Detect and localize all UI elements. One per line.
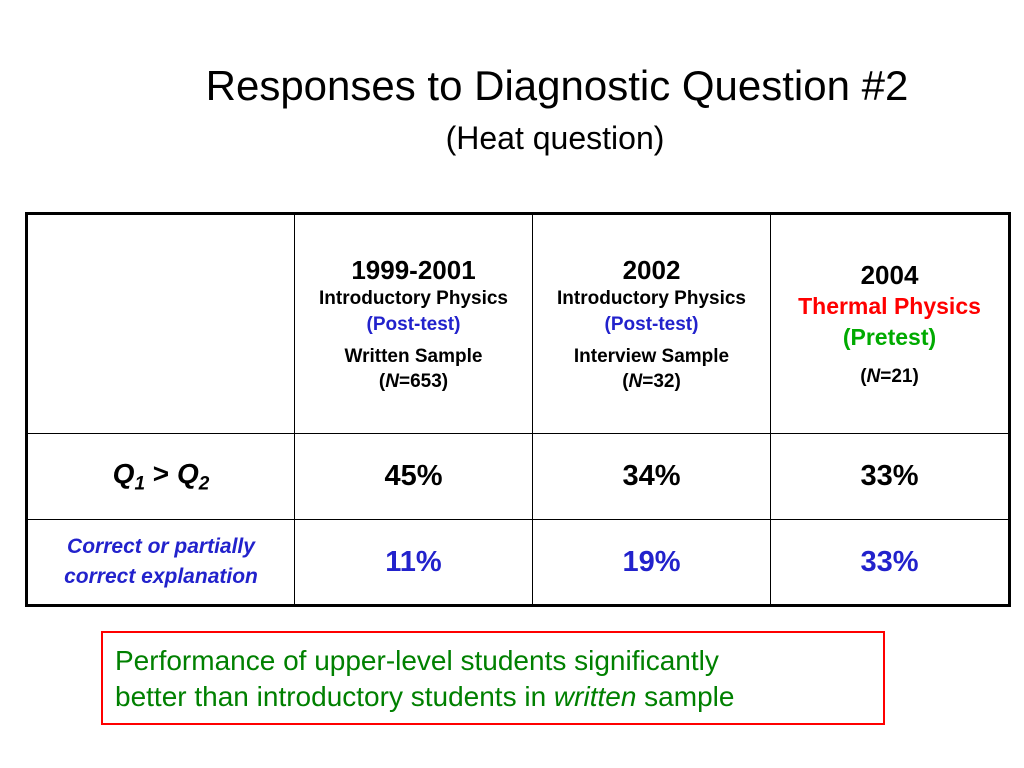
header-phase: (Post-test) [366,314,461,335]
header-year: 2004 [860,260,919,290]
table-cell-value: 45% [294,433,533,520]
results-table: 1999-2001 Introductory Physics (Post-tes… [25,212,1011,607]
header-col-1999-2001: 1999-2001 Introductory Physics (Post-tes… [294,213,533,434]
header-n: (N=21) [860,366,919,387]
header-col-2002: 2002 Introductory Physics (Post-test) In… [532,213,771,434]
row-label-correct-explanation: Correct or partially correct explanation [26,519,295,606]
table-cell-value: 11% [294,519,533,606]
note-line-2: better than introductory students in wri… [115,681,735,712]
header-sample: Written Sample [344,346,483,367]
table-header-row: 1999-2001 Introductory Physics (Post-tes… [26,213,1010,434]
table-row-correct-explanation: Correct or partially correct explanation… [26,519,1010,606]
header-phase: (Pretest) [842,324,937,350]
header-year: 2002 [622,255,681,285]
header-n: (N=32) [622,371,681,392]
slide-subtitle: (Heat question) [445,120,665,156]
header-sample: Interview Sample [573,346,730,367]
header-course: Introductory Physics [319,288,508,309]
header-course: Introductory Physics [557,288,746,309]
table-cell-value: 33% [770,433,1010,520]
table-cell-value: 33% [770,519,1010,606]
row-label-line: correct explanation [64,565,258,588]
row-label-line: Correct or partially [67,535,255,558]
slide-title: Responses to Diagnostic Question #2 [205,62,909,109]
table-cell-value: 19% [532,519,771,606]
header-year: 1999-2001 [351,255,476,285]
conclusion-note-box: Performance of upper-level students sign… [101,631,885,725]
header-n: (N=653) [378,371,449,392]
table-row-q1-gt-q2: Q1 > Q2 45% 34% 33% [26,433,1010,520]
table-cell-value: 34% [532,433,771,520]
header-empty-cell [26,213,295,434]
header-col-2004: 2004 Thermal Physics (Pretest) (N=21) [770,213,1010,434]
row-label-q1-gt-q2: Q1 > Q2 [26,433,295,520]
note-line-1: Performance of upper-level students sign… [115,645,719,676]
header-phase: (Post-test) [604,314,699,335]
header-course: Thermal Physics [798,293,981,319]
